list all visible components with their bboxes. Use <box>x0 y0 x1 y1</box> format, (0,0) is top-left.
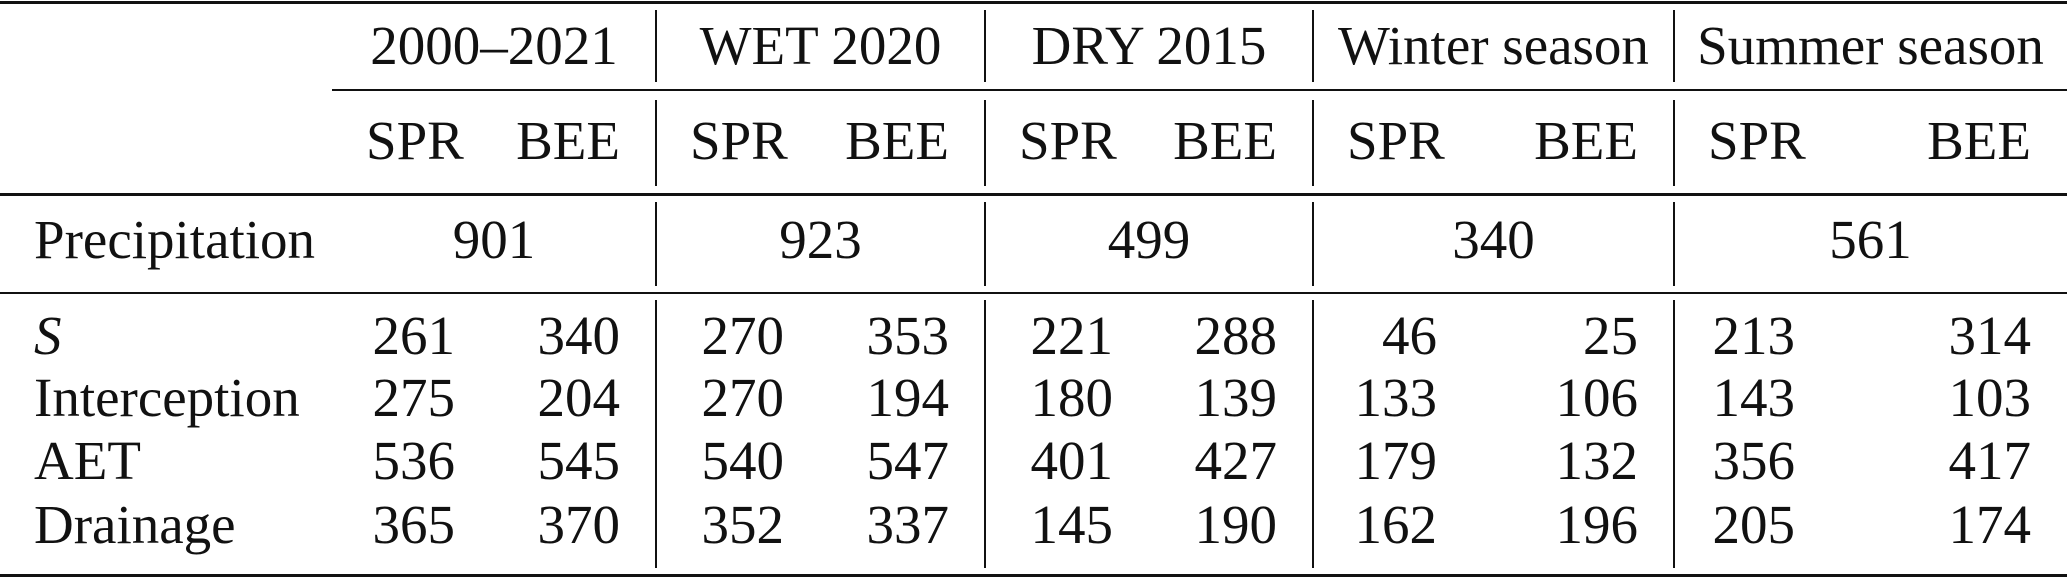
column-separator <box>655 300 657 568</box>
cell-value: 270 <box>701 305 785 366</box>
group-header: Winter season <box>1338 15 1649 76</box>
row-label: AET <box>34 430 141 491</box>
cell-value: 145 <box>1030 494 1114 555</box>
column-separator <box>984 300 986 568</box>
cell-value: 174 <box>1948 494 2032 555</box>
group-header: Summer season <box>1697 15 2044 76</box>
column-separator <box>1673 202 1675 286</box>
cell-value: 352 <box>701 494 785 555</box>
cell-value: 180 <box>1030 367 1114 428</box>
bottom-rule <box>0 574 2067 577</box>
row-label: Drainage <box>34 494 236 555</box>
cell-value: 103 <box>1948 367 2032 428</box>
column-separator <box>655 10 657 82</box>
row-label: S <box>34 305 62 366</box>
cell-value: 190 <box>1194 494 1278 555</box>
column-separator <box>1673 10 1675 82</box>
cell-value: 356 <box>1712 430 1796 491</box>
precipitation-rule <box>0 292 2067 294</box>
subheader: SPR <box>1019 110 1117 171</box>
cell-value: 547 <box>866 430 950 491</box>
precipitation-value: 499 <box>1107 209 1191 270</box>
cell-value: 427 <box>1194 430 1278 491</box>
cell-value: 46 <box>1382 305 1437 366</box>
precipitation-value: 901 <box>452 209 536 270</box>
column-separator <box>1673 300 1675 568</box>
cell-value: 353 <box>866 305 950 366</box>
row-label: Interception <box>34 367 300 428</box>
cell-value: 133 <box>1354 367 1438 428</box>
top-rule <box>0 1 2067 4</box>
cell-value: 536 <box>372 430 456 491</box>
subheader: BEE <box>1534 110 1638 171</box>
row-label: Precipitation <box>34 209 316 270</box>
group-rule <box>332 89 2067 91</box>
cell-value: 205 <box>1712 494 1796 555</box>
cell-value: 365 <box>372 494 456 555</box>
cell-value: 196 <box>1555 494 1639 555</box>
group-header: DRY 2015 <box>1031 15 1267 76</box>
cell-value: 106 <box>1555 367 1639 428</box>
group-header: WET 2020 <box>699 15 942 76</box>
column-separator <box>1312 10 1314 82</box>
group-header: 2000–2021 <box>370 15 618 76</box>
cell-value: 132 <box>1555 430 1639 491</box>
column-separator <box>984 202 986 286</box>
column-separator <box>1312 100 1314 186</box>
cell-value: 340 <box>537 305 621 366</box>
precipitation-value: 340 <box>1452 209 1535 270</box>
column-separator <box>1312 202 1314 286</box>
cell-value: 275 <box>372 367 456 428</box>
cell-value: 261 <box>372 305 456 366</box>
column-separator <box>984 100 986 186</box>
cell-value: 540 <box>701 430 785 491</box>
header-rule <box>0 193 2067 196</box>
cell-value: 370 <box>537 494 621 555</box>
precipitation-value: 923 <box>779 209 862 270</box>
cell-value: 162 <box>1354 494 1438 555</box>
cell-value: 401 <box>1030 430 1114 491</box>
column-separator <box>655 100 657 186</box>
cell-value: 194 <box>866 367 950 428</box>
subheader: BEE <box>845 110 949 171</box>
cell-value: 417 <box>1948 430 2032 491</box>
subheader: BEE <box>1927 110 2031 171</box>
column-separator <box>655 202 657 286</box>
cell-value: 139 <box>1194 367 1278 428</box>
cell-value: 204 <box>537 367 621 428</box>
column-separator <box>984 10 986 82</box>
cell-value: 314 <box>1948 305 2032 366</box>
column-separator <box>1312 300 1314 568</box>
cell-value: 545 <box>537 430 621 491</box>
subheader: BEE <box>516 110 620 171</box>
subheader: SPR <box>1347 110 1445 171</box>
cell-value: 213 <box>1712 305 1796 366</box>
subheader: SPR <box>690 110 788 171</box>
subheader: SPR <box>1708 110 1806 171</box>
cell-value: 337 <box>866 494 950 555</box>
cell-value: 25 <box>1583 305 1638 366</box>
cell-value: 221 <box>1030 305 1114 366</box>
column-separator <box>1673 100 1675 186</box>
cell-value: 143 <box>1712 367 1796 428</box>
cell-value: 270 <box>701 367 785 428</box>
subheader: BEE <box>1173 110 1277 171</box>
cell-value: 179 <box>1354 430 1438 491</box>
subheader: SPR <box>366 110 464 171</box>
cell-value: 288 <box>1194 305 1278 366</box>
precipitation-value: 561 <box>1829 209 1912 270</box>
